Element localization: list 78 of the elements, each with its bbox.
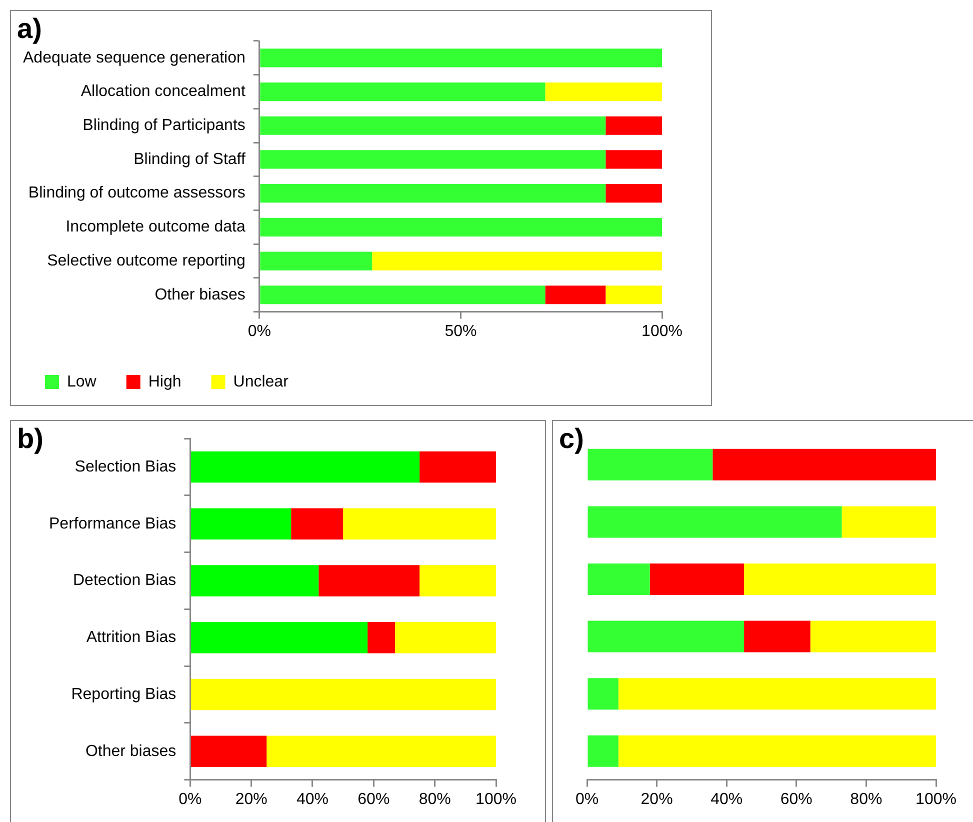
bar [318, 565, 420, 596]
bar [260, 116, 606, 135]
y-tick-label: Selective outcome reporting [47, 252, 246, 270]
bar [260, 252, 372, 270]
x-tick-label: 40% [710, 790, 743, 808]
x-tick-label: 20% [235, 790, 268, 808]
bar [395, 622, 496, 654]
y-tick-label: Other biases [85, 742, 176, 760]
x-tick-label: 60% [780, 790, 812, 808]
x-tick-label: 80% [418, 790, 451, 808]
y-tick-label: Attrition Bias [86, 629, 176, 646]
x-tick-label: 0% [575, 790, 599, 808]
bar [190, 622, 368, 654]
bar [260, 150, 606, 169]
chart-title: b) [17, 423, 44, 455]
x-tick-label: 0% [178, 790, 202, 808]
legend-label: Unclear [233, 373, 290, 390]
y-tick-label: Detection Bias [72, 572, 176, 590]
bar [810, 620, 936, 652]
bar [372, 252, 662, 270]
bar [190, 451, 420, 483]
chart-title: c) [559, 423, 584, 455]
bar [260, 286, 546, 304]
bar [588, 678, 618, 710]
bar [190, 736, 267, 768]
y-tick-label: Selection Bias [74, 458, 176, 476]
bar [650, 563, 744, 596]
bar [618, 678, 936, 710]
bar [190, 678, 496, 710]
x-tick-label: 80% [850, 790, 882, 808]
y-tick-label: Adequate sequence generation [23, 49, 246, 66]
bar [588, 620, 744, 652]
legend-label: Low [67, 373, 97, 390]
bar [588, 448, 713, 480]
bar [588, 506, 842, 538]
y-tick-label: Other biases [154, 286, 246, 304]
bar [842, 506, 936, 538]
bar [618, 735, 936, 767]
bar [343, 508, 496, 540]
bar [588, 735, 618, 767]
x-tick-label: 0% [248, 322, 271, 340]
bar [291, 508, 344, 540]
y-tick-label: Blinding of Participants [82, 117, 246, 134]
y-tick-label: Blinding of Staff [134, 150, 246, 168]
bar [260, 48, 662, 68]
bar [606, 184, 662, 203]
y-tick-label: Reporting Bias [71, 686, 176, 703]
y-tick-label: Incomplete outcome data [66, 218, 246, 236]
bar [266, 736, 496, 768]
bar [606, 150, 662, 169]
y-tick-label: Performance Bias [48, 515, 176, 532]
x-tick-label: 100% [916, 790, 956, 808]
bar [588, 563, 650, 596]
bar [744, 620, 810, 652]
legend-label: High [148, 373, 182, 390]
bar [606, 116, 662, 135]
x-tick-label: 40% [296, 790, 329, 808]
bar [260, 184, 606, 203]
y-tick-label: Allocation concealment [80, 83, 246, 100]
text: a) [17, 13, 42, 45]
bar [545, 82, 662, 102]
bar [420, 451, 496, 483]
bar [744, 563, 936, 596]
bar [606, 286, 662, 304]
x-tick-label: 50% [444, 322, 477, 340]
x-tick-label: 100% [476, 790, 516, 808]
bar [260, 82, 546, 102]
bar [368, 622, 396, 654]
x-tick-label: 20% [640, 790, 673, 808]
x-tick-label: 60% [358, 790, 390, 808]
y-tick-label: Blinding of outcome assessors [28, 184, 246, 202]
bar [260, 218, 662, 236]
x-tick-label: 100% [642, 322, 682, 340]
bar [190, 508, 292, 540]
bar [190, 565, 319, 596]
bar [420, 565, 496, 596]
bar [545, 286, 606, 304]
bar [712, 448, 936, 480]
